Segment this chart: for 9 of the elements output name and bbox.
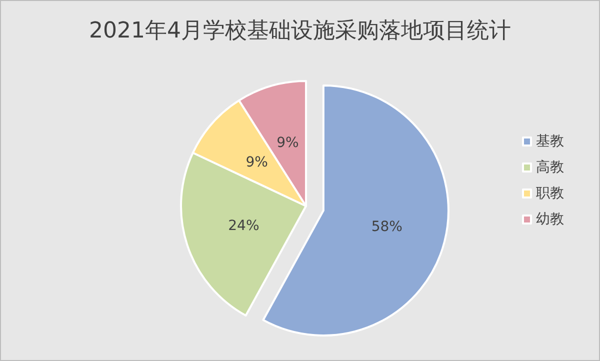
chart-title: 2021年4月学校基础设施采购落地项目统计: [89, 18, 511, 44]
legend-label: 幼教: [536, 212, 564, 228]
data-label: 9%: [276, 135, 299, 152]
legend-label: 职教: [536, 186, 564, 202]
legend-label: 基教: [536, 134, 564, 150]
data-label: 58%: [371, 218, 402, 235]
legend-label: 高教: [536, 160, 564, 176]
data-label: 24%: [228, 218, 260, 234]
data-label: 9%: [246, 154, 268, 171]
